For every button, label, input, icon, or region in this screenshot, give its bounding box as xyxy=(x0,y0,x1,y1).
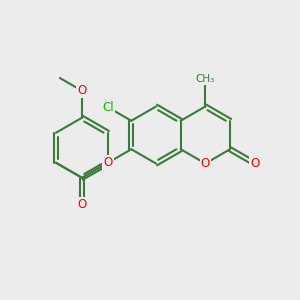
Text: O: O xyxy=(77,84,87,97)
Text: O: O xyxy=(77,198,87,211)
Text: Cl: Cl xyxy=(102,101,114,114)
Text: O: O xyxy=(250,157,260,170)
Text: O: O xyxy=(201,157,210,170)
Text: O: O xyxy=(103,156,112,169)
Text: CH₃: CH₃ xyxy=(196,74,215,85)
